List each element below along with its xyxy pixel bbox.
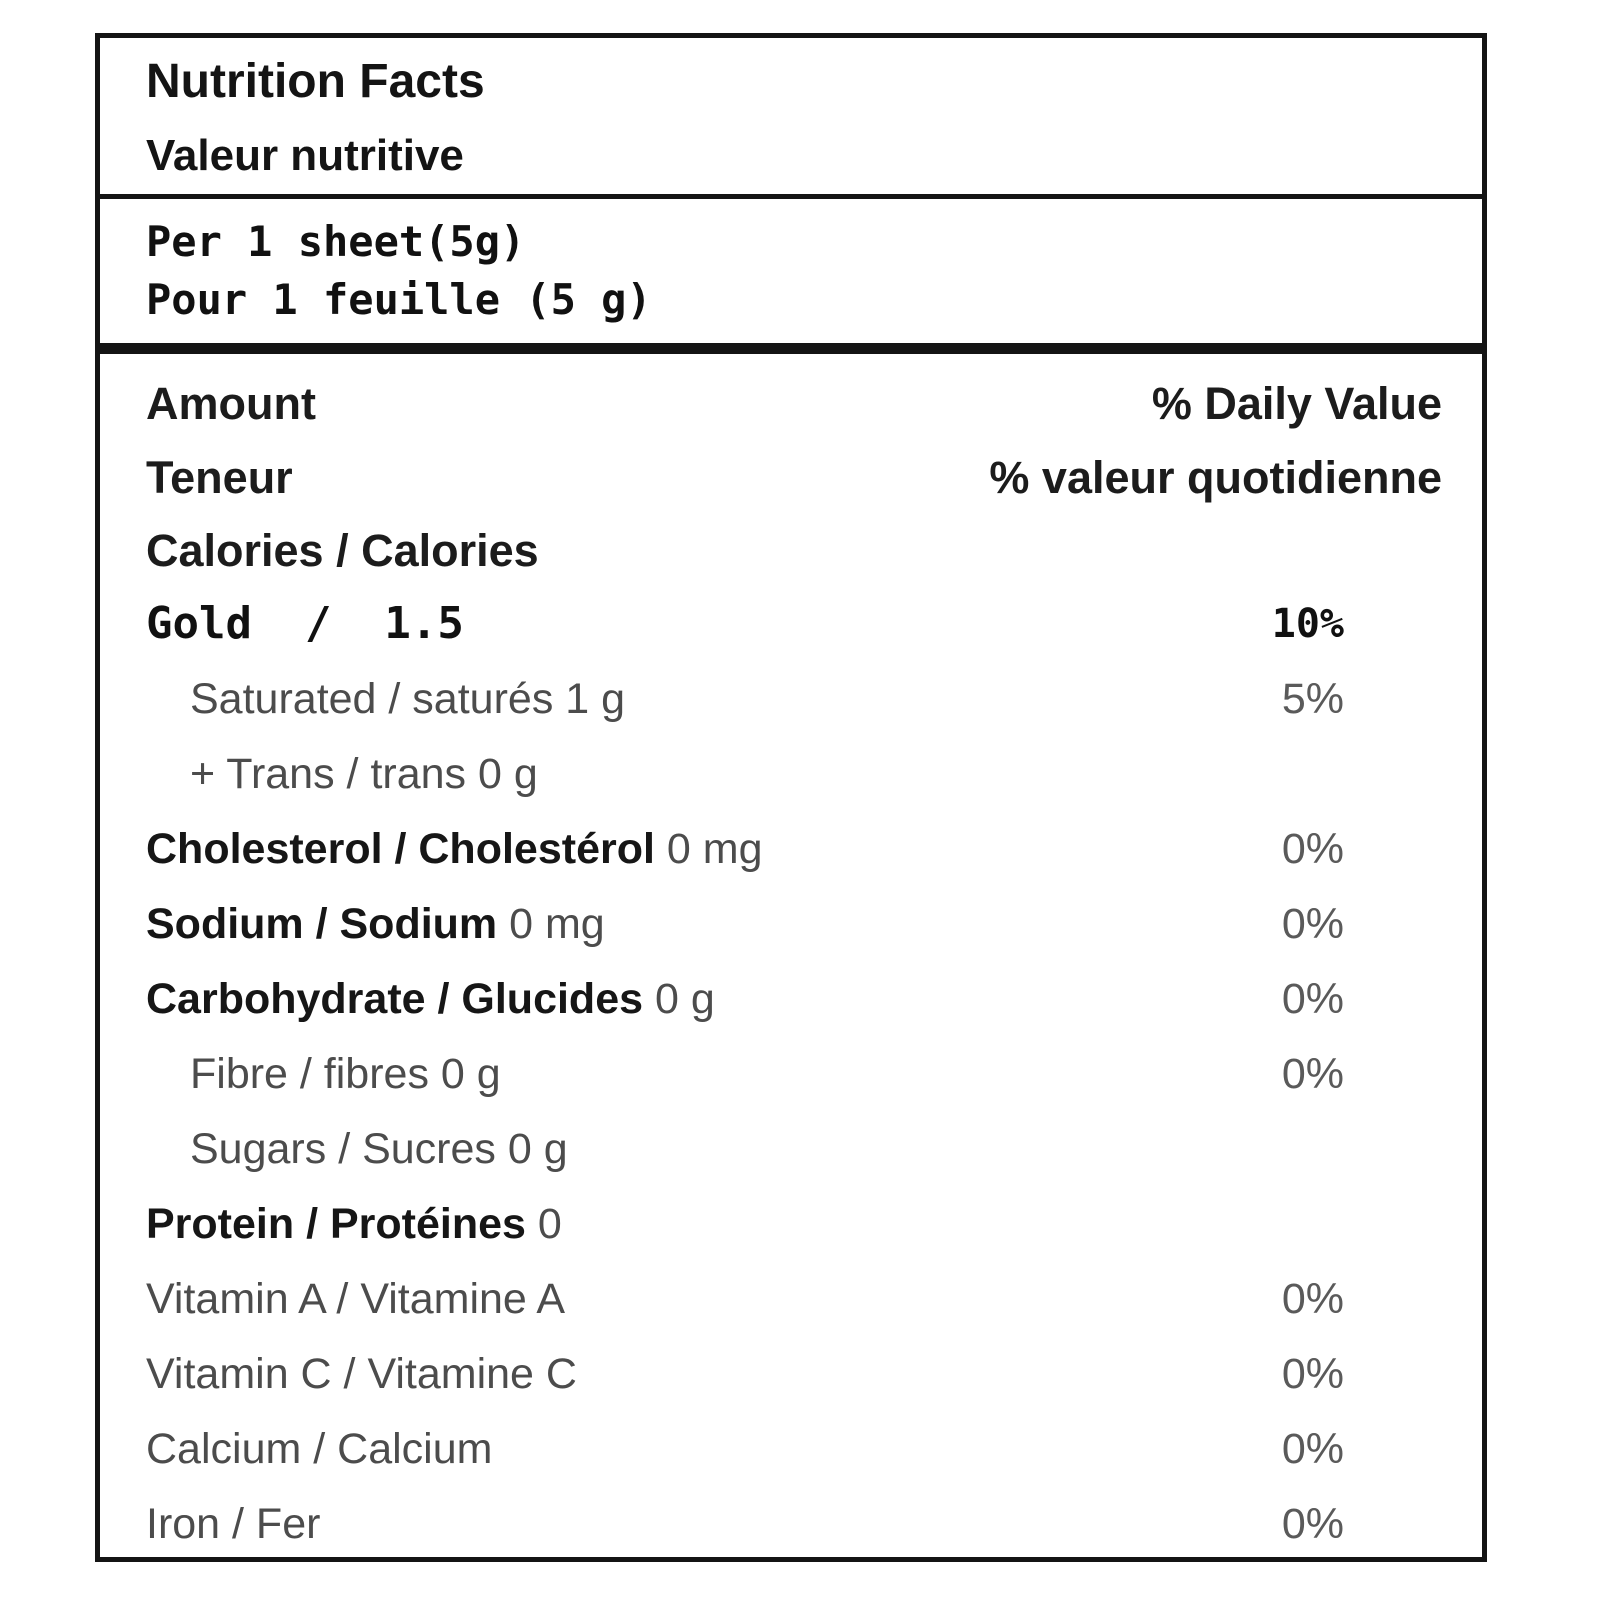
nutrient-name-rest: 0 g — [643, 975, 715, 1023]
calories-row: Calories / Calories — [146, 514, 1442, 586]
nutrient-percent: 0% — [1281, 1500, 1344, 1548]
nutrient-name: Iron / Fer — [146, 1503, 320, 1546]
nutrient-row: Fibre / fibres 0 g 0% — [146, 1037, 1442, 1112]
nutrient-row: Vitamin A / Vitamine A 0% — [146, 1262, 1442, 1337]
amount-label-en: Amount — [146, 377, 316, 429]
label-title-en: Nutrition Facts — [146, 55, 485, 108]
nutrient-name: + Trans / trans 0 g — [146, 753, 538, 796]
nutrient-percent: 0% — [1281, 975, 1344, 1023]
nutrient-name: Fibre / fibres 0 g — [146, 1053, 501, 1096]
label-title-fr: Valeur nutritive — [146, 131, 464, 180]
title-section: Nutrition Facts Valeur nutritive — [100, 38, 1482, 194]
nutrient-name-rest: Vitamin C / Vitamine C — [146, 1350, 577, 1398]
nutrient-percent: 0% — [1281, 1350, 1344, 1398]
nutrient-name-rest: Iron / Fer — [146, 1500, 321, 1548]
nutrient-name: Vitamin C / Vitamine C — [146, 1353, 577, 1396]
nutrient-name: Sugars / Sucres 0 g — [146, 1128, 568, 1171]
nutrient-name-bold: Protein / Protéines — [146, 1200, 526, 1248]
nutrient-percent: 5% — [1281, 675, 1344, 723]
daily-value-label-fr: % valeur quotidienne — [989, 451, 1442, 503]
nutrient-name-rest: Saturated / saturés 1 g — [190, 675, 626, 723]
nutrient-rows: Saturated / saturés 1 g 5% + Trans / tra… — [146, 662, 1442, 1557]
serving-size-fr: Pour 1 feuille (5 g) — [146, 275, 652, 324]
nutrient-percent: 0% — [1281, 825, 1344, 873]
nutrient-name: Calcium / Calcium — [146, 1428, 492, 1471]
nutrient-name: Sodium / Sodium 0 mg — [146, 903, 605, 946]
nutrient-row: Carbohydrate / Glucides 0 g 0% — [146, 962, 1442, 1037]
nutrient-row: Cholesterol / Cholestérol 0 mg 0% — [146, 812, 1442, 887]
nutrient-row: Sodium / Sodium 0 mg 0% — [146, 887, 1442, 962]
nutrient-row: + Trans / trans 0 g — [146, 737, 1442, 812]
nutrient-name: Protein / Protéines 0 — [146, 1203, 562, 1246]
serving-size-en: Per 1 sheet(5g) — [146, 217, 526, 266]
fat-row-percent: 10% — [1271, 601, 1344, 647]
calories-label: Calories / Calories — [146, 524, 539, 576]
nutrient-percent: 0% — [1281, 1425, 1344, 1473]
nutrient-name-rest: Vitamin A / Vitamine A — [146, 1275, 566, 1323]
nutrient-name-rest: + Trans / trans 0 g — [190, 750, 538, 798]
nutrient-name-rest: Calcium / Calcium — [146, 1425, 493, 1473]
nutrient-name: Vitamin A / Vitamine A — [146, 1278, 565, 1321]
nutrient-name-bold: Carbohydrate / Glucides — [146, 975, 644, 1023]
nutrients-section: Amount % Daily Value Teneur % valeur quo… — [100, 354, 1482, 1557]
nutrient-name-rest: 0 mg — [654, 825, 763, 873]
divider-thick — [100, 343, 1482, 354]
nutrient-name-bold: Cholesterol / Cholestérol — [146, 825, 655, 873]
divider-thin — [100, 194, 1482, 199]
nutrient-row: Saturated / saturés 1 g 5% — [146, 662, 1442, 737]
fat-row: Gold / 1.5 10% — [146, 586, 1442, 662]
nutrient-row: Sugars / Sucres 0 g — [146, 1112, 1442, 1187]
amount-label-fr: Teneur — [146, 451, 293, 503]
nutrient-name: Cholesterol / Cholestérol 0 mg — [146, 828, 762, 871]
nutrient-name: Saturated / saturés 1 g — [146, 678, 625, 721]
serving-section: Per 1 sheet(5g) Pour 1 feuille (5 g) — [100, 199, 1482, 343]
amount-header-row-fr: Teneur % valeur quotidienne — [146, 440, 1442, 514]
nutrient-row: Calcium / Calcium 0% — [146, 1412, 1442, 1487]
nutrient-percent: 0% — [1281, 1275, 1344, 1323]
nutrient-name-bold: Sodium / Sodium — [146, 900, 498, 948]
nutrient-name-rest: 0 — [525, 1200, 562, 1248]
nutrient-row: Protein / Protéines 0 — [146, 1187, 1442, 1262]
fat-row-label: Gold / 1.5 — [146, 598, 464, 649]
nutrient-name-rest: Sugars / Sucres 0 g — [190, 1125, 568, 1173]
nutrient-name: Carbohydrate / Glucides 0 g — [146, 978, 715, 1021]
nutrition-label: Nutrition Facts Valeur nutritive Per 1 s… — [95, 33, 1487, 1562]
daily-value-label-en: % Daily Value — [1151, 377, 1442, 429]
nutrient-percent: 0% — [1281, 1050, 1344, 1098]
amount-header-row-en: Amount % Daily Value — [146, 366, 1442, 440]
nutrient-name-rest: 0 mg — [497, 900, 605, 948]
nutrient-name-rest: Fibre / fibres 0 g — [190, 1050, 501, 1098]
nutrient-percent: 0% — [1281, 900, 1344, 948]
nutrient-row: Iron / Fer 0% — [146, 1487, 1442, 1557]
nutrient-row: Vitamin C / Vitamine C 0% — [146, 1337, 1442, 1412]
